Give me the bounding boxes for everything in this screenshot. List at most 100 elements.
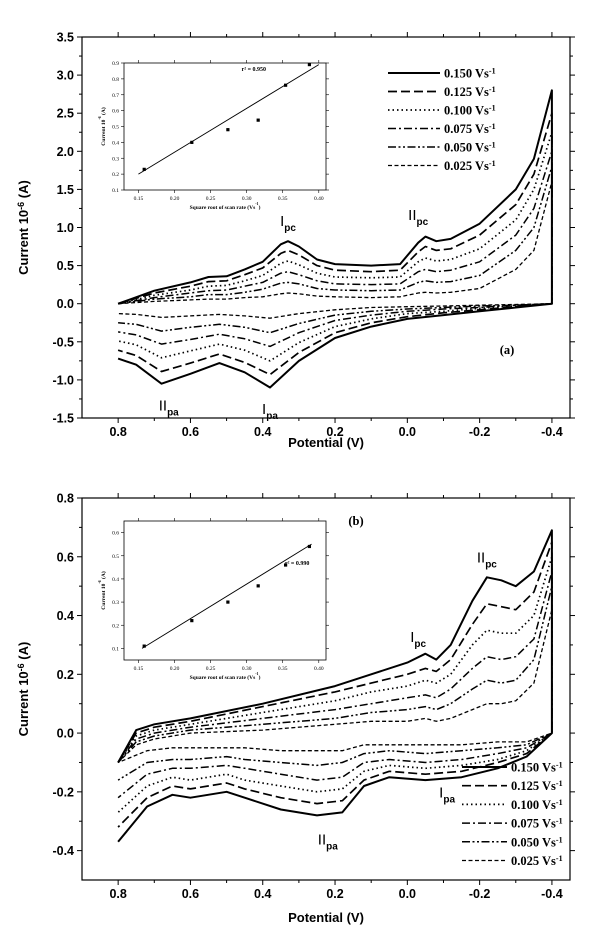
x-tick-label: 0.6 <box>182 425 199 439</box>
inset-y-tick-label: 0.2 <box>112 623 119 629</box>
cv-curve-01501 <box>117 89 553 389</box>
y-tick-label: 1.0 <box>57 221 74 235</box>
inset-data-point <box>307 62 312 67</box>
x-axis-label: Potential (V) <box>288 435 364 450</box>
legend-label: 0.025 Vs-1 <box>444 159 496 173</box>
inset-data-point <box>226 600 230 604</box>
legend-label: 0.075 Vs-1 <box>444 122 496 136</box>
inset-x-tick-label: 0.30 <box>242 196 252 202</box>
peak-label: Ipa <box>439 785 455 806</box>
y-tick-label: 1.5 <box>57 183 74 197</box>
inset-data-point <box>256 118 260 122</box>
cv-curve-01501 <box>117 529 553 843</box>
inset-data-point <box>190 140 194 144</box>
y-tick-label: 3.0 <box>57 69 74 83</box>
legend-label: 0.025 Vs-1 <box>511 854 563 868</box>
legend-label: 0.075 Vs-1 <box>511 817 563 831</box>
x-tick-label: 0.2 <box>326 887 343 901</box>
inset-data-point <box>226 128 230 132</box>
panel-label: (b) <box>348 514 363 528</box>
x-tick-label: 0.4 <box>254 887 271 901</box>
legend-label: 0.050 Vs-1 <box>444 141 496 155</box>
legend-label: 0.125 Vs-1 <box>444 85 496 99</box>
cv-curve-00251 <box>117 609 553 764</box>
inset-y-tick-label: 0.9 <box>112 61 119 67</box>
x-axis-label: Potential (V) <box>288 910 364 925</box>
cv-curve-01251 <box>117 112 553 376</box>
inset-y-tick-label: 0.4 <box>112 140 119 146</box>
y-tick-label: 2.0 <box>57 145 74 159</box>
peak-label: Ipc <box>280 213 296 234</box>
inset-x-tick-label: 0.25 <box>206 196 216 202</box>
x-tick-label: 0.0 <box>399 425 416 439</box>
x-tick-label: 0.8 <box>109 425 126 439</box>
inset-plot: 0.15 0.20 0.25 0.30 0.35 0.40 0.1 0.2 0.3 0.4 0.5 0… <box>97 518 329 681</box>
legend-label: 0.150 Vs-1 <box>511 761 563 775</box>
x-tick-label: -0.4 <box>541 887 563 901</box>
inset-data-point <box>284 83 288 87</box>
peak-label: IIpc <box>477 550 497 571</box>
peak-label: IIpa <box>318 832 338 853</box>
x-tick-label: -0.2 <box>469 887 491 901</box>
y-tick-label: 0.6 <box>57 550 74 564</box>
peak-label: Ipc <box>410 629 426 650</box>
x-tick-label: 0.2 <box>326 425 343 439</box>
inset-x-tick-label: 0.40 <box>314 196 324 202</box>
x-tick-label: 0.0 <box>399 887 416 901</box>
inset-y-tick-label: 0.1 <box>112 188 119 194</box>
inset-frame <box>123 62 327 191</box>
inset-y-tick-label: 0.5 <box>112 125 119 131</box>
cv-curve-01001 <box>117 131 553 362</box>
legend-label: 0.150 Vs-1 <box>444 67 496 81</box>
inset-data-point <box>190 619 194 623</box>
inset-fit-line <box>138 64 320 175</box>
inset-data-point <box>284 563 288 567</box>
panel-label: (a) <box>500 343 515 357</box>
inset-x-tick-label: 0.25 <box>206 666 216 672</box>
peak-label: IIpc <box>408 207 428 228</box>
cv-curve-00501 <box>117 585 553 781</box>
inset-plot: 0.15 0.20 0.25 0.30 0.35 0.40 0.1 0.2 0.3 0.4 0.5 0… <box>97 60 329 211</box>
x-tick-label: -0.4 <box>541 425 563 439</box>
inset-data-point <box>307 544 312 549</box>
legend-label: 0.100 Vs-1 <box>444 104 496 118</box>
inset-x-tick-label: 0.15 <box>134 196 144 202</box>
y-tick-label: 0.0 <box>57 727 74 741</box>
peak-label: Ipa <box>262 401 278 422</box>
inset-y-tick-label: 0.3 <box>112 156 119 162</box>
inset-x-tick-label: 0.20 <box>170 196 180 202</box>
x-tick-label: 0.4 <box>254 425 271 439</box>
panel-a: 0.8 0.6 0.4 0.2 0.0 -0.2 -0.4 -1.5 -1.0 -0.5 0.0 0.… <box>16 31 575 450</box>
inset-r2-label: r² = 0.990 <box>285 561 309 567</box>
inset-x-tick-label: 0.15 <box>134 666 144 672</box>
legend-label: 0.100 Vs-1 <box>511 798 563 812</box>
inset-x-axis-label: Square root of scan rate (Vs-1) <box>190 671 261 681</box>
legend-label: 0.050 Vs-1 <box>511 835 563 849</box>
inset-y-tick-label: 0.6 <box>112 531 119 537</box>
inset-y-tick-label: 0.3 <box>112 600 119 606</box>
y-tick-label: 0.5 <box>57 259 74 273</box>
y-tick-label: 2.5 <box>57 107 74 121</box>
inset-data-point <box>142 644 146 648</box>
y-tick-label: 0.4 <box>57 609 74 623</box>
inset-r2-label: r² = 0.950 <box>242 67 266 73</box>
y-tick-label: -1.5 <box>52 412 74 426</box>
inset-y-axis-label: Current 10-6 (A) <box>97 107 107 146</box>
y-tick-label: -1.0 <box>52 373 74 387</box>
cv-curve-00501 <box>118 165 553 334</box>
inset-y-tick-label: 0.1 <box>112 646 119 652</box>
inset-x-tick-label: 0.40 <box>314 666 324 672</box>
legend: 0.150 Vs-1 0.125 Vs-1 0.100 Vs-1 0.075 Vs-1… <box>388 67 496 173</box>
inset-x-tick-label: 0.30 <box>242 666 252 672</box>
legend-label: 0.125 Vs-1 <box>511 779 563 793</box>
plot-frame <box>81 497 571 881</box>
inset-x-tick-label: 0.35 <box>278 196 288 202</box>
inset-data-point <box>142 167 146 171</box>
inset-y-tick-label: 0.6 <box>112 109 119 115</box>
cv-curve-00751 <box>117 150 553 348</box>
inset-y-tick-label: 0.4 <box>112 577 119 583</box>
legend: 0.150 Vs-1 0.125 Vs-1 0.100 Vs-1 0.075 Vs-1… <box>462 761 563 868</box>
y-tick-label: -0.5 <box>52 335 74 349</box>
inset-data-point <box>256 584 260 588</box>
